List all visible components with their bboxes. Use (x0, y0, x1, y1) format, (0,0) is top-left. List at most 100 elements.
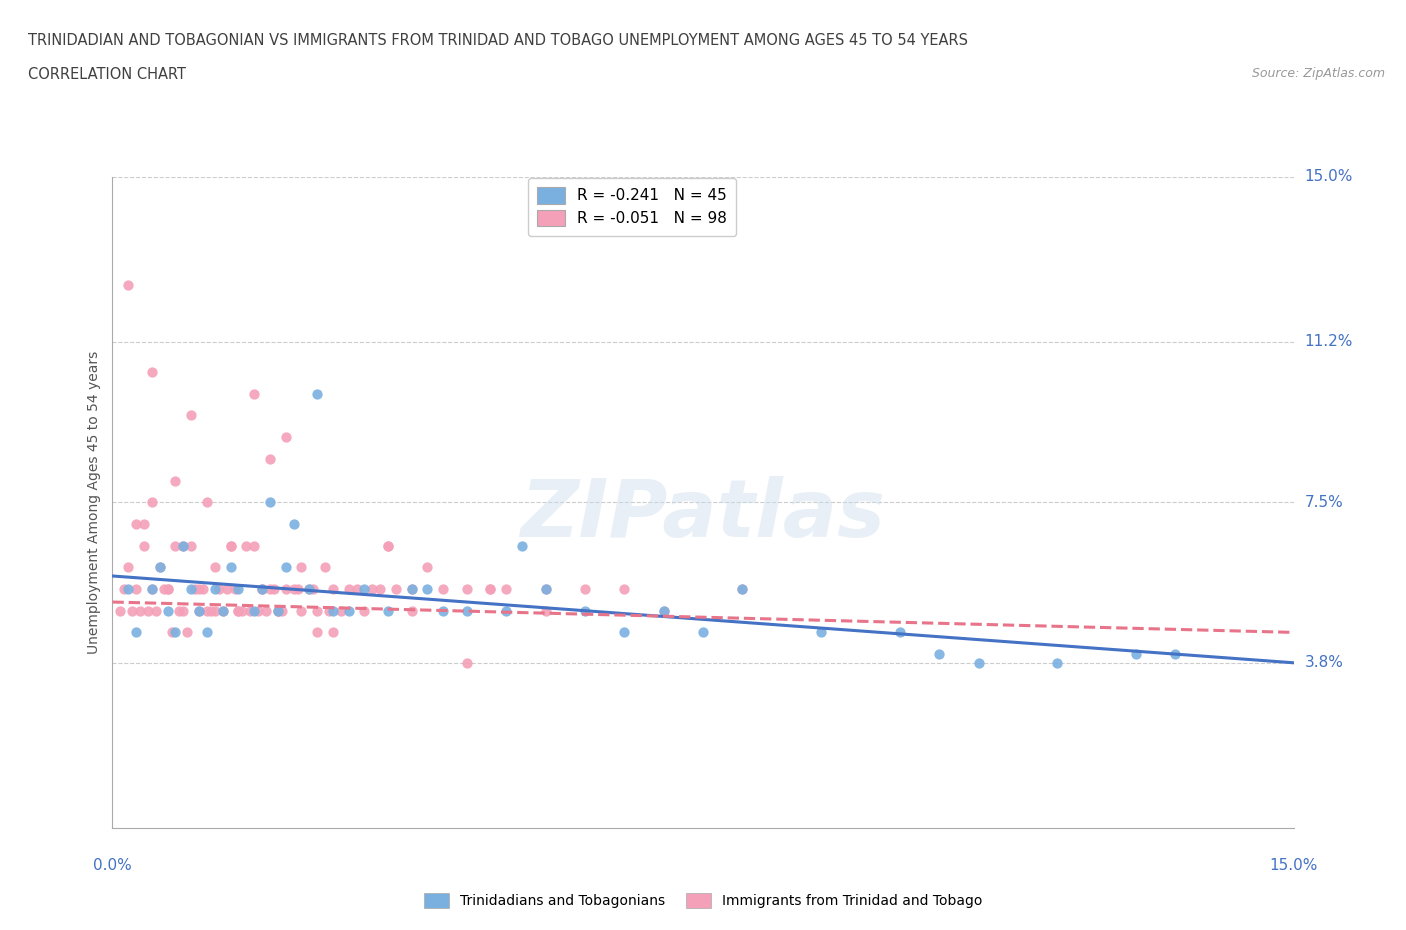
Point (215, 581, 238, 596)
Point (243, 538, 266, 553)
Point (377, 604, 399, 618)
Point (125, 581, 148, 596)
Text: 3.8%: 3.8% (1305, 656, 1344, 671)
Point (228, 604, 250, 618)
Point (510, 538, 533, 553)
Point (149, 560, 172, 575)
Point (141, 365, 163, 379)
Point (250, 581, 273, 596)
Point (967, 656, 990, 671)
Point (176, 625, 198, 640)
Point (117, 278, 139, 293)
Point (145, 604, 167, 618)
Point (188, 604, 211, 618)
Point (141, 495, 163, 510)
Point (243, 604, 266, 618)
Point (283, 581, 305, 596)
Text: 15.0%: 15.0% (1305, 169, 1353, 184)
Point (401, 581, 423, 596)
Legend: Trinidadians and Tobagonians, Immigrants from Trinidad and Tobago: Trinidadians and Tobagonians, Immigrants… (418, 888, 988, 914)
Point (160, 625, 183, 640)
Point (141, 581, 163, 596)
Point (235, 538, 257, 553)
Point (416, 581, 439, 596)
Point (112, 581, 135, 596)
Point (259, 495, 281, 510)
Point (1164, 646, 1187, 661)
Point (188, 604, 211, 618)
Point (337, 581, 360, 596)
Point (219, 538, 242, 553)
Point (211, 604, 233, 618)
Point (274, 430, 297, 445)
Point (346, 581, 368, 596)
Point (479, 581, 502, 596)
Point (165, 625, 187, 640)
Point (188, 581, 211, 596)
Point (307, 625, 329, 640)
Point (156, 581, 179, 596)
Point (165, 473, 187, 488)
Point (110, 604, 132, 618)
Point (810, 625, 832, 640)
Text: TRINIDADIAN AND TOBAGONIAN VS IMMIGRANTS FROM TRINIDAD AND TOBAGO UNEMPLOYMENT A: TRINIDADIAN AND TOBAGONIAN VS IMMIGRANTS… (28, 33, 969, 47)
Point (263, 581, 285, 596)
Point (692, 625, 714, 640)
Point (204, 581, 226, 596)
Point (495, 581, 517, 596)
Point (274, 581, 297, 596)
Point (172, 604, 194, 618)
Point (195, 495, 218, 510)
Point (574, 581, 596, 596)
Point (377, 538, 399, 553)
Point (613, 581, 636, 596)
Point (180, 408, 202, 423)
Text: ZIPatlas: ZIPatlas (520, 476, 886, 554)
Point (652, 604, 675, 618)
Point (211, 604, 233, 618)
Text: 15.0%: 15.0% (1270, 858, 1317, 873)
Point (322, 625, 344, 640)
Text: 11.2%: 11.2% (1305, 334, 1353, 349)
Point (228, 604, 250, 618)
Point (259, 581, 281, 596)
Point (274, 560, 297, 575)
Point (231, 604, 253, 618)
Point (613, 625, 636, 640)
Point (456, 604, 478, 618)
Point (361, 581, 384, 596)
Point (534, 581, 557, 596)
Point (200, 604, 222, 618)
Point (141, 581, 163, 596)
Point (267, 604, 290, 618)
Point (574, 604, 596, 618)
Point (191, 581, 214, 596)
Point (401, 581, 423, 596)
Point (298, 581, 321, 596)
Point (318, 604, 340, 618)
Legend: R = -0.241   N = 45, R = -0.051   N = 98: R = -0.241 N = 45, R = -0.051 N = 98 (529, 178, 737, 235)
Point (456, 581, 478, 596)
Point (156, 604, 179, 618)
Point (121, 604, 143, 618)
Point (254, 604, 277, 618)
Point (239, 604, 262, 618)
Point (195, 625, 218, 640)
Point (298, 581, 321, 596)
Text: CORRELATION CHART: CORRELATION CHART (28, 67, 186, 82)
Point (290, 560, 312, 575)
Point (243, 386, 266, 401)
Point (117, 581, 139, 596)
Point (456, 656, 478, 671)
Point (290, 604, 312, 618)
Point (928, 646, 950, 661)
Point (219, 538, 242, 553)
Point (495, 604, 517, 618)
Point (250, 581, 273, 596)
Text: 7.5%: 7.5% (1305, 495, 1343, 510)
Point (287, 581, 309, 596)
Point (219, 560, 242, 575)
Point (250, 581, 273, 596)
Point (117, 560, 139, 575)
Point (377, 538, 399, 553)
